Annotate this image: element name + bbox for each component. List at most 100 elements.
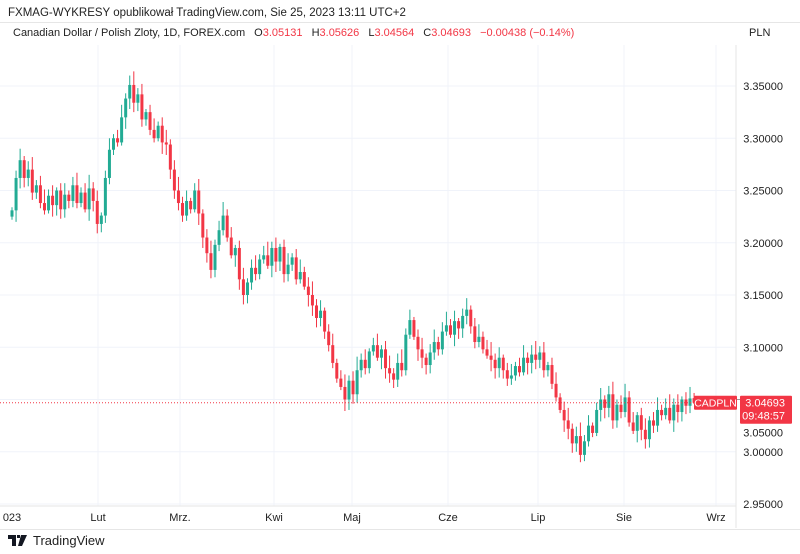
- x-tick-label: Kwi: [265, 512, 283, 524]
- candle-body: [371, 345, 375, 352]
- x-tick-label: Lip: [531, 512, 546, 524]
- candle-body: [217, 230, 221, 245]
- candle-body: [116, 138, 120, 143]
- candle-body: [164, 142, 168, 145]
- candle-body: [615, 404, 619, 421]
- candle-body: [554, 383, 558, 398]
- candle-body: [457, 321, 461, 329]
- y-tick-label: 3.35000: [743, 81, 783, 93]
- candle-body: [428, 352, 432, 366]
- y-tick-label: 3.10000: [743, 342, 783, 354]
- candle-body: [603, 399, 607, 408]
- high-label: H: [311, 27, 320, 39]
- candle-body: [10, 210, 14, 217]
- candle-body: [542, 352, 546, 371]
- candle-body: [363, 359, 367, 369]
- candle-body: [412, 320, 416, 337]
- candle-body: [241, 279, 245, 295]
- close-label: C: [423, 27, 432, 39]
- candle-body: [534, 354, 538, 360]
- y-tick-label: 3.15000: [743, 290, 783, 302]
- candle-body: [229, 237, 233, 256]
- candle-body: [416, 336, 420, 350]
- candle-body: [160, 125, 164, 143]
- candle-body: [595, 409, 599, 433]
- candle-body: [635, 415, 639, 431]
- candle-body: [656, 409, 660, 426]
- candle-body: [351, 380, 355, 395]
- candle-body: [310, 295, 314, 306]
- candle-body: [38, 185, 42, 204]
- candle-body: [611, 394, 615, 421]
- candle-body: [225, 215, 229, 238]
- candle-body: [587, 425, 591, 442]
- candle-body: [448, 325, 452, 335]
- candle-body: [26, 169, 30, 178]
- candle-body: [530, 354, 534, 363]
- candle-body: [400, 362, 404, 371]
- candle-body: [473, 326, 477, 343]
- candle-body: [444, 325, 448, 332]
- y-tick-label: 3.25000: [743, 186, 783, 198]
- candle-body: [148, 112, 152, 130]
- candle-body: [623, 397, 627, 413]
- candle-body: [396, 362, 400, 380]
- candle-body: [509, 375, 513, 379]
- candle-body: [144, 112, 148, 120]
- candle-body: [335, 362, 339, 379]
- candle-body: [591, 425, 595, 433]
- y-tick-label: 2.95000: [743, 499, 783, 511]
- candle-body: [574, 436, 578, 444]
- candle-body: [582, 441, 586, 455]
- candle-body: [379, 349, 383, 358]
- last-price-label: 3.04693: [745, 398, 785, 410]
- candle-body: [213, 244, 217, 270]
- candle-body: [327, 331, 331, 346]
- candle-body: [440, 331, 444, 350]
- y-tick-label: 3.05000: [743, 428, 783, 440]
- candle-body: [254, 267, 258, 275]
- candle-body: [120, 117, 124, 143]
- candle-body: [453, 321, 457, 335]
- x-tick-label: 023: [3, 512, 21, 524]
- candle-body: [63, 194, 67, 210]
- candle-body: [319, 310, 323, 318]
- candle-body: [339, 378, 343, 387]
- candle-body: [124, 98, 128, 118]
- candle-body: [367, 351, 371, 369]
- candle-body: [258, 259, 262, 275]
- brand-name: TradingView: [33, 533, 105, 548]
- low-value: 3.04564: [374, 27, 415, 39]
- close-value: 3.04693: [431, 27, 472, 39]
- candle-body: [302, 272, 306, 287]
- candle-body: [627, 397, 631, 423]
- candle-body: [680, 399, 684, 413]
- candle-body: [550, 365, 554, 384]
- symbol-description[interactable]: Canadian Dollar / Polish Zloty, 1D, FORE…: [13, 27, 246, 39]
- chart-frame: [0, 22, 800, 530]
- tradingview-logo[interactable]: TradingView: [8, 533, 105, 548]
- last-price-box: [740, 395, 792, 424]
- candle-body: [112, 138, 115, 150]
- candle-body: [221, 215, 225, 231]
- candle-body: [152, 129, 156, 139]
- candle-body: [497, 357, 501, 369]
- candle-body: [156, 125, 160, 139]
- candle-body: [59, 190, 63, 210]
- candle-body: [197, 190, 201, 214]
- candle-body: [99, 215, 103, 224]
- candle-body: [513, 366, 517, 376]
- candle-body: [676, 404, 680, 413]
- candle-body: [189, 200, 193, 210]
- candle-body: [607, 394, 611, 408]
- candle-body: [347, 380, 351, 400]
- candle-body: [522, 357, 526, 373]
- candle-body: [432, 342, 436, 353]
- candle-body: [91, 188, 95, 201]
- candle-body: [501, 357, 505, 371]
- candle-body: [237, 247, 241, 280]
- candle-body: [558, 397, 562, 410]
- candle-body: [359, 359, 363, 371]
- candle-body: [331, 345, 335, 363]
